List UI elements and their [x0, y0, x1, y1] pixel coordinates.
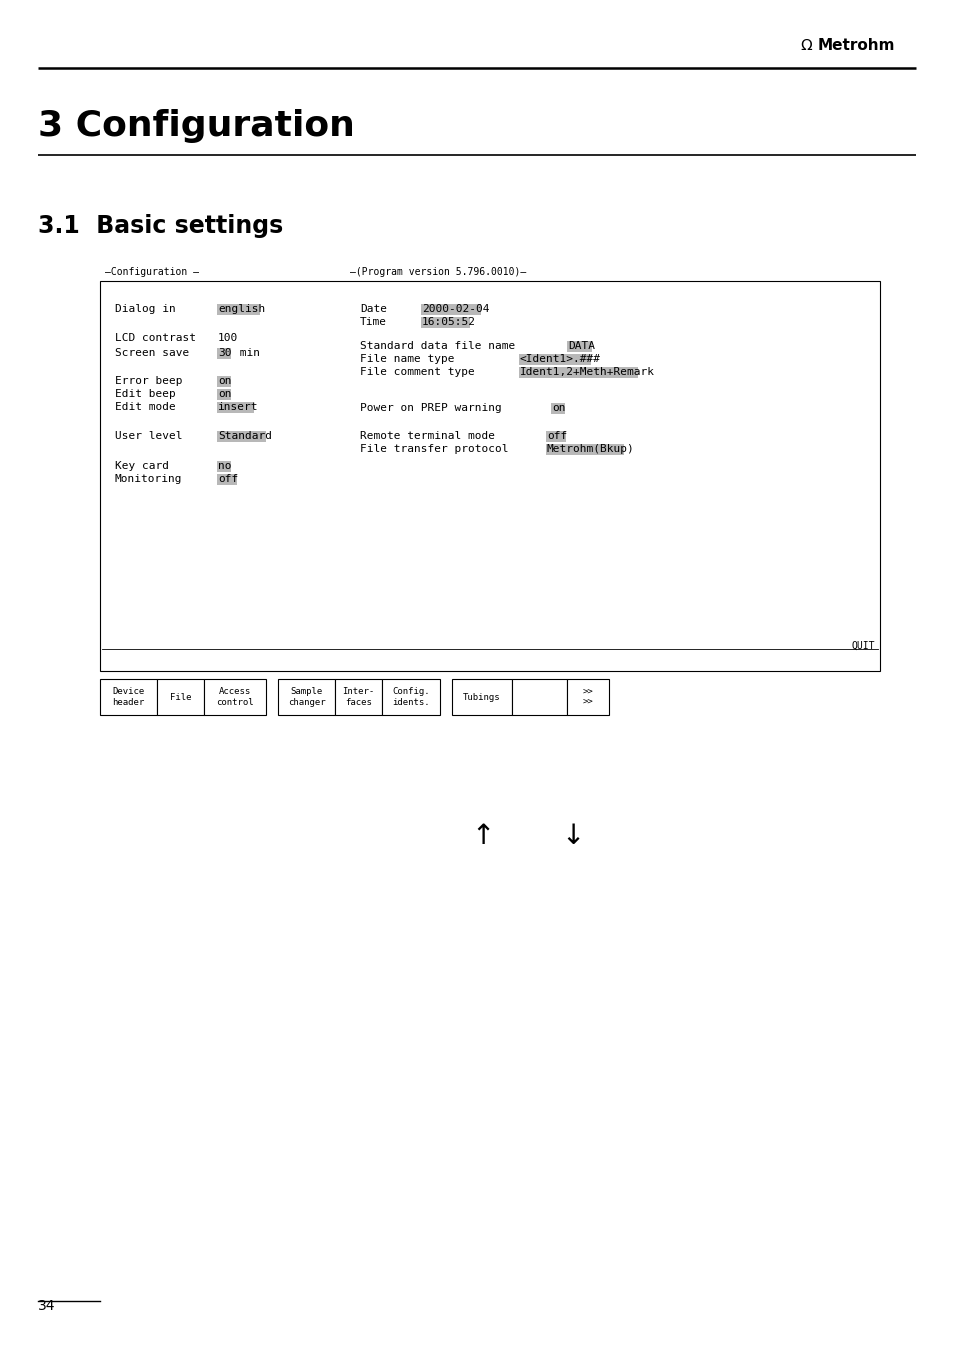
Text: Key card: Key card [115, 461, 169, 471]
Text: Ident1,2+Meth+Remark: Ident1,2+Meth+Remark [519, 367, 655, 377]
Bar [420, 304, 481, 315]
Text: File: File [170, 693, 191, 701]
Text: File transfer protocol: File transfer protocol [359, 444, 508, 454]
Text: Remote terminal mode: Remote terminal mode [359, 431, 495, 440]
Text: Standard: Standard [218, 431, 272, 440]
Text: DATA: DATA [567, 340, 595, 351]
Text: Edit mode: Edit mode [115, 403, 175, 412]
Text: Inter-
faces: Inter- faces [342, 688, 375, 707]
Text: english: english [218, 304, 265, 313]
Bar [216, 304, 259, 315]
Text: min: min [233, 349, 259, 358]
Text: insert: insert [218, 403, 258, 412]
Text: 3 Configuration: 3 Configuration [38, 109, 355, 143]
Bar [545, 443, 623, 454]
Text: Ω: Ω [800, 38, 811, 54]
Text: >>
>>: >> >> [582, 688, 593, 707]
Text: File comment type: File comment type [359, 367, 475, 377]
Bar [518, 354, 591, 365]
Bar [551, 403, 564, 413]
Text: Sample
changer: Sample changer [288, 688, 325, 707]
Text: <Ident1>.###: <Ident1>.### [519, 354, 600, 363]
Text: 100: 100 [218, 332, 238, 343]
Text: on: on [218, 376, 232, 386]
Bar [512, 680, 566, 715]
Text: LCD contrast: LCD contrast [115, 332, 195, 343]
Text: Metrohm(Bkup): Metrohm(Bkup) [546, 444, 634, 454]
Bar [100, 680, 157, 715]
Text: on: on [218, 389, 232, 399]
Text: 30: 30 [218, 349, 232, 358]
Text: 2000-02-04: 2000-02-04 [421, 304, 489, 313]
Bar [381, 680, 439, 715]
Bar [157, 680, 204, 715]
Bar [518, 366, 638, 377]
Text: User level: User level [115, 431, 182, 440]
Bar [335, 680, 381, 715]
Text: File name type: File name type [359, 354, 454, 363]
Text: Monitoring: Monitoring [115, 474, 182, 484]
Text: Metrohm: Metrohm [817, 38, 895, 54]
Text: Tubings: Tubings [463, 693, 500, 701]
Bar [452, 680, 512, 715]
Bar [566, 340, 592, 351]
Text: Dialog in: Dialog in [115, 304, 175, 313]
Text: Device
header: Device header [112, 688, 145, 707]
Bar [566, 680, 608, 715]
Text: Access
control: Access control [216, 688, 253, 707]
Text: off: off [546, 431, 567, 440]
Text: 34: 34 [38, 1300, 55, 1313]
Text: Edit beep: Edit beep [115, 389, 175, 399]
Text: no: no [218, 461, 232, 471]
Bar [216, 461, 231, 471]
Text: Power on PREP warning: Power on PREP warning [359, 403, 501, 413]
Bar [420, 316, 469, 327]
Text: ↑: ↑ [471, 821, 494, 850]
Text: on: on [552, 403, 565, 413]
Text: Standard data file name: Standard data file name [359, 340, 515, 351]
Text: Time: Time [359, 317, 387, 327]
Bar [216, 389, 231, 400]
Bar [277, 680, 335, 715]
Text: Screen save: Screen save [115, 349, 189, 358]
Text: Date: Date [359, 304, 387, 313]
Text: 3.1  Basic settings: 3.1 Basic settings [38, 213, 283, 238]
Text: ↓: ↓ [560, 821, 584, 850]
Bar [216, 473, 236, 485]
Bar [100, 281, 879, 671]
Text: Config.
idents.: Config. idents. [392, 688, 430, 707]
Text: —(Program version 5.796.0010)—: —(Program version 5.796.0010)— [350, 267, 526, 277]
Text: off: off [218, 474, 238, 484]
Bar [545, 431, 565, 442]
Bar [216, 401, 253, 412]
Bar [216, 376, 231, 386]
Bar [204, 680, 266, 715]
Bar [216, 431, 266, 442]
Text: —Configuration —: —Configuration — [105, 267, 199, 277]
Text: 16:05:52: 16:05:52 [421, 317, 476, 327]
Text: Error beep: Error beep [115, 376, 182, 386]
Text: QUIT: QUIT [851, 640, 874, 651]
Bar [216, 347, 231, 358]
